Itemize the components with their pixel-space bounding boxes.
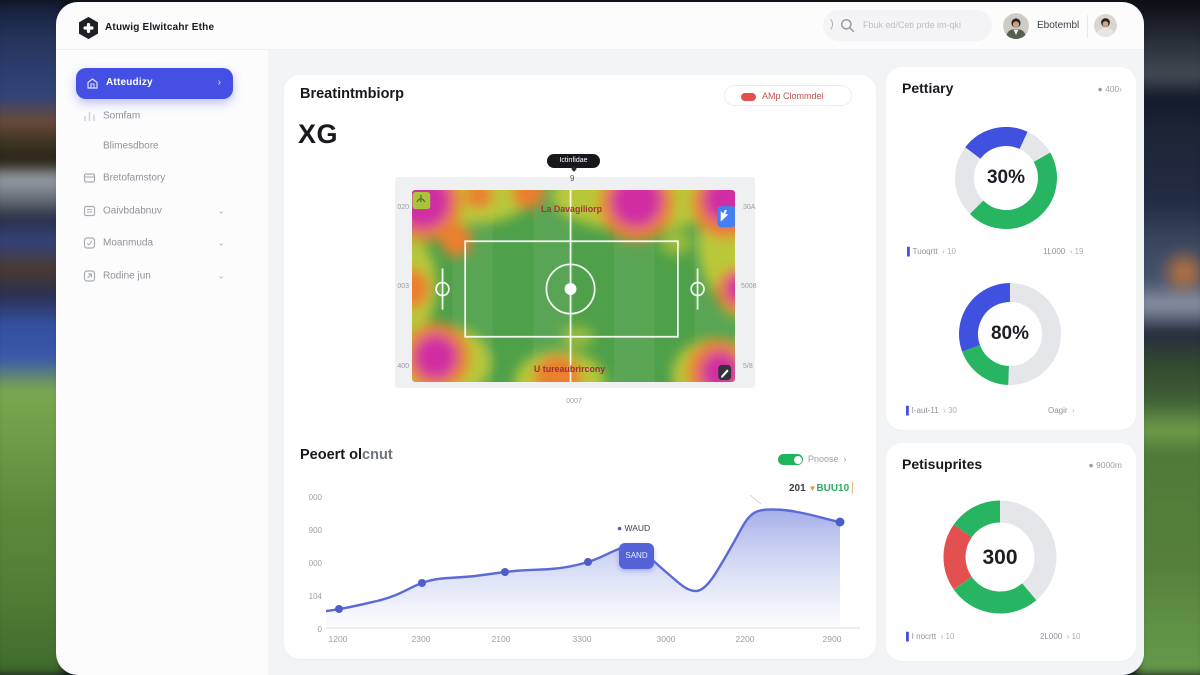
svg-text:3300: 3300	[573, 634, 592, 644]
svg-text:2300: 2300	[412, 634, 431, 644]
svg-text:2100: 2100	[492, 634, 511, 644]
svg-text:000: 000	[309, 493, 323, 502]
svg-text:3000: 3000	[657, 634, 676, 644]
svg-text:000: 000	[309, 559, 323, 568]
svg-text:1200: 1200	[329, 634, 348, 644]
svg-text:0: 0	[318, 625, 323, 634]
svg-text:2900: 2900	[823, 634, 842, 644]
svg-text:2200: 2200	[736, 634, 755, 644]
svg-text:900: 900	[309, 526, 323, 535]
svg-text:U tureaubrircony: U tureaubrircony	[534, 364, 605, 374]
svg-text:La Davagiliorp: La Davagiliorp	[541, 204, 602, 214]
svg-text:104: 104	[309, 592, 323, 601]
